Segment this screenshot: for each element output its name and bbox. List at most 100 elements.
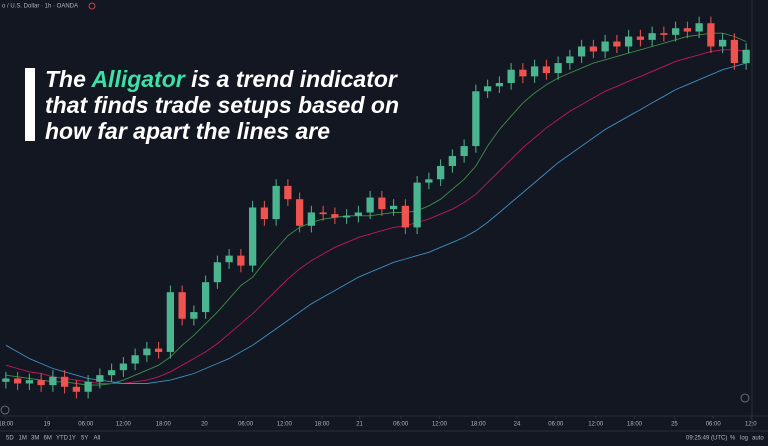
x-tick-label: 12:00 xyxy=(116,422,132,428)
x-tick-label: 20 xyxy=(201,422,208,428)
candle-body xyxy=(272,185,280,220)
range-button[interactable]: 5D xyxy=(6,436,14,442)
candle-body xyxy=(260,207,269,220)
x-tick-label: 24 xyxy=(514,422,521,428)
candle-body xyxy=(648,33,656,40)
candle-body xyxy=(248,207,257,266)
scroll-button[interactable] xyxy=(0,405,10,415)
candle-body xyxy=(131,355,139,364)
x-tick-label: 12:00 xyxy=(432,422,448,428)
candle-body xyxy=(401,205,410,228)
x-tick-label: 06:00 xyxy=(78,422,94,428)
range-button[interactable]: 5Y xyxy=(81,436,88,442)
range-button[interactable]: All xyxy=(94,436,101,442)
indicator-line xyxy=(5,62,747,384)
range-button[interactable]: 6M xyxy=(44,436,52,442)
candle-body xyxy=(154,348,163,352)
candle-body xyxy=(519,69,527,77)
candle-body xyxy=(577,46,586,57)
candle-body xyxy=(389,205,398,210)
x-tick-label: 19 xyxy=(44,422,51,428)
candle-body xyxy=(554,63,562,74)
x-tick-label: 06:00 xyxy=(393,422,409,428)
candle-body xyxy=(2,378,10,382)
x-tick-label: 06:00 xyxy=(548,422,564,428)
status-icon xyxy=(88,2,96,10)
candle-body xyxy=(190,312,198,319)
x-tick-label: 18:00 xyxy=(0,422,14,428)
log-toggle[interactable]: log xyxy=(740,436,748,442)
candle-body xyxy=(730,39,739,64)
candle-body xyxy=(695,23,703,32)
candle-body xyxy=(60,376,69,387)
candle-body xyxy=(601,41,609,52)
indicator-line xyxy=(5,49,747,384)
indicator-line xyxy=(5,32,747,386)
candle-body xyxy=(295,199,304,226)
candle-body xyxy=(707,23,715,47)
range-buttons: 5D 1M 3M 6M YTD 1Y 5Y All xyxy=(6,436,100,442)
candle-body xyxy=(542,66,551,74)
candle-body xyxy=(37,380,45,386)
candle-body xyxy=(742,49,750,64)
candle-body xyxy=(166,292,175,352)
range-button[interactable]: 1Y xyxy=(69,436,76,442)
candle-body xyxy=(331,214,339,218)
candle-body xyxy=(589,46,598,52)
candle-body xyxy=(413,182,421,228)
range-button[interactable]: YTD xyxy=(56,436,69,442)
candle-body xyxy=(366,197,374,213)
auto-toggle[interactable]: auto xyxy=(752,436,764,442)
candle-body xyxy=(213,262,222,283)
percent-toggle[interactable]: % xyxy=(730,436,736,442)
overlay-text: is a trend indicator xyxy=(185,66,398,92)
candle-body xyxy=(378,197,386,210)
range-button[interactable]: 3M xyxy=(31,436,39,442)
candle-body xyxy=(483,86,492,92)
plot-area xyxy=(2,16,752,419)
candle-body xyxy=(660,33,668,35)
candle-body xyxy=(507,69,515,83)
candle-body xyxy=(49,376,57,386)
overlay-line: The Alligator is a trend indicator xyxy=(45,66,398,92)
x-tick-label: 12:00 xyxy=(588,422,604,428)
overlay-line: how far apart the lines are xyxy=(45,118,330,144)
candle-body xyxy=(119,363,128,371)
candle-body xyxy=(13,378,22,384)
x-tick-label: 25 xyxy=(671,422,678,428)
clock: 09:25:49 (UTC) xyxy=(686,436,727,442)
range-button[interactable]: 1M xyxy=(19,436,27,442)
candle-body xyxy=(436,166,445,180)
candle-body xyxy=(178,292,186,319)
candle-body xyxy=(460,146,468,157)
candle-body xyxy=(566,56,574,64)
overlay-highlight: Alligator xyxy=(90,66,185,92)
candle-body xyxy=(671,28,680,35)
candle-body xyxy=(284,185,292,200)
x-tick-label: 18:00 xyxy=(627,422,643,428)
candle-body xyxy=(472,91,480,147)
candle-body xyxy=(319,212,327,215)
candle-body xyxy=(624,36,633,47)
candle-body xyxy=(425,179,433,183)
candle-body xyxy=(201,282,210,313)
candle-body xyxy=(96,375,104,382)
candle-body xyxy=(237,255,245,266)
quote-bar xyxy=(25,68,35,141)
candle-body xyxy=(683,28,692,32)
symbol-title: o / U.S. Dollar · 1h · OANDA xyxy=(2,4,78,10)
candle-body xyxy=(307,212,316,226)
x-tick-label: 18:00 xyxy=(314,422,330,428)
x-tick-label: 18:00 xyxy=(156,422,172,428)
x-tick-label: 06:00 xyxy=(706,422,722,428)
candle-body xyxy=(613,41,621,47)
scroll-button[interactable] xyxy=(740,393,750,403)
candle-body xyxy=(84,381,92,392)
x-tick-label: 12:00 xyxy=(277,422,293,428)
candle-body xyxy=(495,83,504,87)
overlay-text: The xyxy=(45,66,91,92)
candle-body xyxy=(72,386,81,392)
candle-body xyxy=(448,156,457,166)
candle-body xyxy=(342,215,351,218)
